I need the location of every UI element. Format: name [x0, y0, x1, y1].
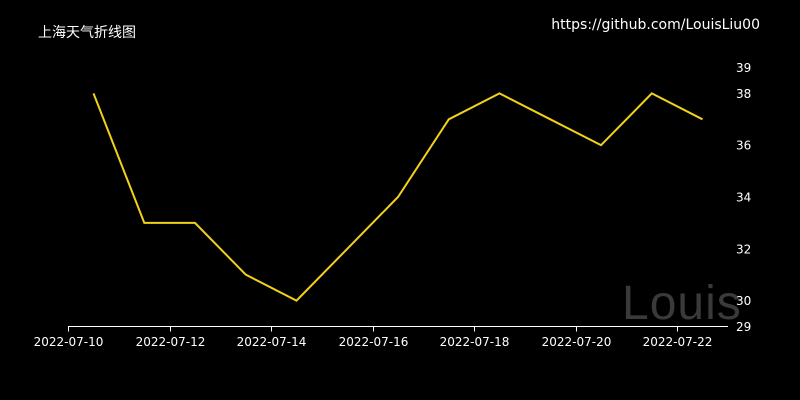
y-tick-label: 32 [736, 242, 751, 256]
x-tick-label: 2022-07-10 [34, 335, 104, 349]
y-tick-label: 38 [736, 87, 751, 101]
x-tick-label: 2022-07-22 [643, 335, 713, 349]
x-tick-label: 2022-07-14 [237, 335, 307, 349]
x-tick-label: 2022-07-16 [339, 335, 409, 349]
x-tick-label: 2022-07-18 [440, 335, 510, 349]
y-tick-label: 36 [736, 139, 751, 153]
y-tick-label: 34 [736, 191, 751, 205]
github-link[interactable]: https://github.com/LouisLiu00 [551, 17, 760, 33]
y-tick-label: 29 [736, 320, 751, 334]
watermark-text: Louis [622, 277, 742, 330]
x-tick-label: 2022-07-20 [542, 335, 612, 349]
chart-title: 上海天气折线图 [38, 25, 136, 41]
x-tick-label: 2022-07-12 [136, 335, 206, 349]
y-tick-label: 39 [736, 61, 751, 75]
y-tick-label: 30 [736, 294, 751, 308]
